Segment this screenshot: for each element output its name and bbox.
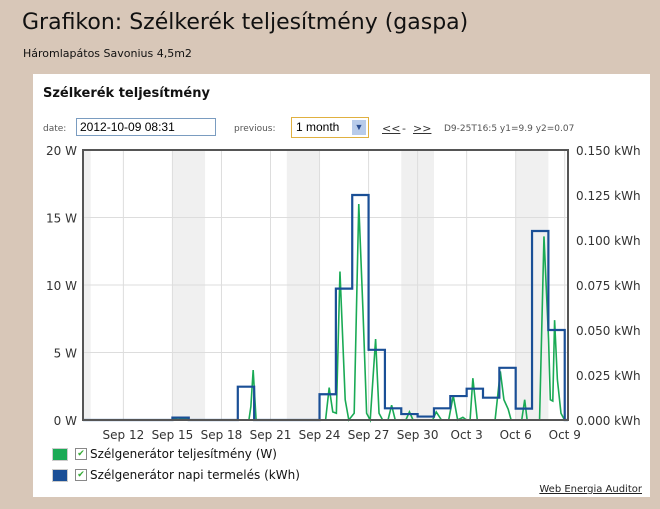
- previous-value: 1 month: [296, 120, 340, 134]
- y-left-tick-label: 15 W: [46, 212, 77, 226]
- date-input[interactable]: [76, 118, 216, 136]
- legend-item-power[interactable]: ✔ Szélgenerátor teljesítmény (W): [52, 447, 277, 461]
- chart-title: Szélkerék teljesítmény: [43, 86, 210, 101]
- y-left-tick-label: 0 W: [54, 414, 77, 428]
- y-left-tick-label: 20 W: [46, 144, 77, 158]
- nav-separator: -: [402, 122, 406, 135]
- chevron-down-icon[interactable]: ▼: [352, 120, 366, 135]
- next-link[interactable]: >>: [413, 122, 432, 135]
- footer-link[interactable]: Web Energia Auditor: [539, 484, 642, 495]
- page-subtitle: Háromlapátos Savonius 4,5m2: [23, 47, 192, 60]
- y-right-tick-label: 0.100 kWh: [576, 234, 641, 248]
- legend-label: Szélgenerátor napi termelés (kWh): [90, 468, 300, 482]
- legend-checkbox[interactable]: ✔: [75, 448, 87, 460]
- y-right-tick-label: 0.025 kWh: [576, 369, 641, 383]
- prev-link[interactable]: <<: [382, 122, 401, 135]
- y-right-tick-label: 0.075 kWh: [576, 279, 641, 293]
- previous-select[interactable]: 1 month ▼: [291, 117, 369, 138]
- y-left-tick-label: 5 W: [54, 347, 77, 361]
- legend-swatch: [52, 447, 68, 461]
- x-tick-label: Sep 18: [201, 428, 243, 442]
- x-tick-label: Oct 6: [500, 428, 532, 442]
- y-right-tick-label: 0.125 kWh: [576, 189, 641, 203]
- cursor-info: D9-25T16:5 y1=9.9 y2=0.07: [444, 124, 575, 134]
- legend-item-energy[interactable]: ✔ Szélgenerátor napi termelés (kWh): [52, 468, 300, 482]
- x-tick-label: Oct 9: [549, 428, 581, 442]
- x-tick-label: Sep 27: [348, 428, 390, 442]
- x-tick-label: Sep 24: [299, 428, 341, 442]
- y-right-tick-label: 0.050 kWh: [576, 324, 641, 338]
- power-series-line: [83, 203, 566, 423]
- plot-frame: [82, 149, 569, 421]
- legend-label: Szélgenerátor teljesítmény (W): [90, 447, 277, 461]
- y-left-tick-label: 10 W: [46, 279, 77, 293]
- legend-checkbox[interactable]: ✔: [75, 469, 87, 481]
- legend-swatch: [52, 468, 68, 482]
- x-tick-label: Oct 3: [451, 428, 483, 442]
- energy-series-line: [83, 193, 568, 422]
- x-tick-label: Sep 30: [397, 428, 439, 442]
- page-title: Grafikon: Szélkerék teljesítmény (gaspa): [22, 10, 469, 35]
- y-right-tick-label: 0.150 kWh: [576, 144, 641, 158]
- x-tick-label: Sep 21: [250, 428, 292, 442]
- x-tick-label: Sep 15: [152, 428, 194, 442]
- y-right-tick-label: 0.000 kWh: [576, 414, 641, 428]
- date-label: date:: [43, 124, 67, 134]
- x-tick-label: Sep 12: [103, 428, 145, 442]
- previous-label: previous:: [234, 124, 276, 134]
